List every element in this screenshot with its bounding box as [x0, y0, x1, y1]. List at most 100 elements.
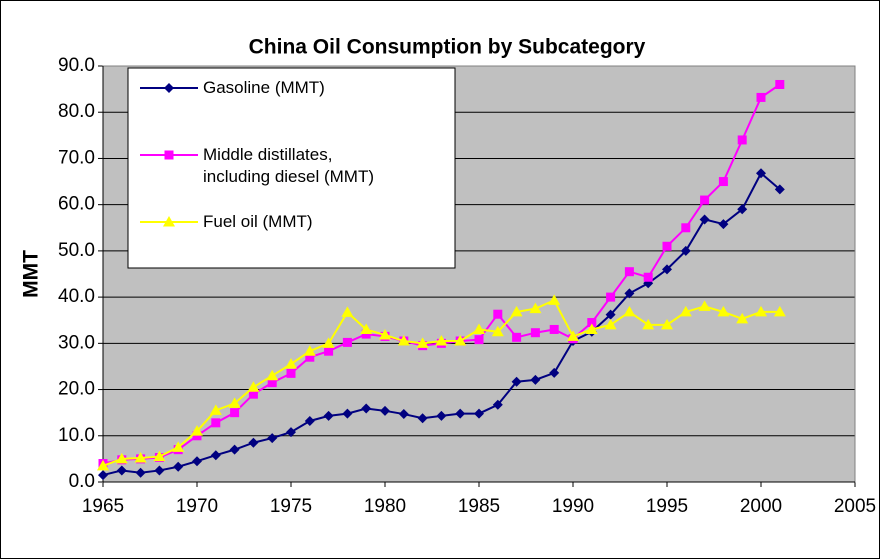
- marker: [173, 461, 184, 472]
- marker: [473, 323, 485, 334]
- marker: [134, 451, 147, 463]
- x-tick-label: 1965: [82, 496, 124, 517]
- marker: [153, 450, 166, 462]
- marker: [737, 135, 747, 145]
- marker: [661, 318, 673, 330]
- marker: [775, 79, 785, 89]
- marker: [492, 399, 503, 410]
- marker: [510, 305, 523, 317]
- marker: [192, 431, 202, 441]
- legend-label: Middle distillates, including diesel (MM…: [203, 145, 374, 186]
- marker: [474, 408, 484, 419]
- marker: [323, 410, 334, 421]
- y-tick-label: 40.0: [58, 286, 95, 307]
- chart-title: China Oil Consumption by Subcategory: [249, 36, 646, 59]
- marker: [164, 150, 174, 160]
- marker: [397, 335, 410, 346]
- marker: [229, 444, 240, 455]
- marker: [361, 403, 372, 414]
- marker: [266, 369, 279, 381]
- marker: [436, 410, 447, 421]
- marker: [285, 358, 297, 369]
- marker: [605, 309, 616, 320]
- marker: [247, 381, 260, 392]
- marker: [454, 335, 467, 346]
- y-tick-label: 0.0: [69, 471, 95, 492]
- marker: [530, 328, 540, 338]
- marker: [756, 168, 766, 179]
- marker: [163, 216, 175, 227]
- x-tick-label: 1990: [552, 496, 594, 517]
- marker: [679, 305, 692, 317]
- x-tick-label: 2005: [834, 496, 876, 517]
- legend-entry: Middle distillates, including diesel (MM…: [203, 145, 374, 186]
- marker: [511, 376, 522, 387]
- marker: [680, 245, 691, 256]
- marker: [530, 374, 541, 385]
- marker: [303, 345, 316, 356]
- y-tick-label: 70.0: [58, 147, 95, 168]
- marker: [455, 408, 466, 419]
- marker: [737, 204, 748, 215]
- marker: [324, 346, 334, 356]
- y-tick-label: 80.0: [58, 101, 95, 122]
- marker: [567, 330, 579, 341]
- marker: [228, 397, 241, 408]
- marker: [116, 465, 127, 476]
- y-axis-label: MMT: [20, 250, 43, 298]
- legend-entry: Fuel oil (MMT): [203, 212, 313, 231]
- marker: [380, 405, 390, 416]
- marker: [342, 337, 352, 347]
- marker: [191, 425, 203, 436]
- marker: [529, 302, 542, 314]
- marker: [164, 83, 174, 93]
- x-tick-label: 1970: [176, 496, 218, 517]
- marker: [230, 408, 240, 418]
- marker: [98, 470, 108, 481]
- marker: [698, 300, 711, 311]
- marker: [681, 223, 691, 233]
- marker: [248, 389, 258, 399]
- marker: [361, 329, 371, 339]
- legend-entry: Gasoline (MMT): [203, 78, 325, 97]
- marker: [662, 264, 672, 275]
- marker: [718, 219, 729, 230]
- marker: [211, 418, 221, 428]
- marker: [773, 305, 786, 317]
- marker: [718, 177, 728, 187]
- marker: [642, 318, 655, 330]
- y-tick-label: 10.0: [58, 425, 95, 446]
- marker: [398, 409, 409, 420]
- marker: [286, 427, 296, 438]
- marker: [474, 335, 484, 345]
- legend-label: Gasoline (MMT): [203, 78, 325, 97]
- marker: [700, 195, 710, 205]
- marker: [774, 184, 785, 195]
- y-tick-label: 90.0: [58, 55, 95, 76]
- y-tick-label: 20.0: [58, 379, 95, 400]
- marker: [267, 378, 277, 388]
- marker: [341, 306, 354, 317]
- marker: [135, 467, 146, 478]
- marker: [97, 459, 109, 471]
- marker: [416, 337, 429, 348]
- y-tick-label: 30.0: [58, 332, 95, 353]
- x-tick-label: 1995: [646, 496, 688, 517]
- marker: [305, 352, 315, 362]
- marker: [717, 305, 730, 317]
- marker: [549, 324, 559, 334]
- marker: [585, 323, 598, 334]
- marker: [154, 465, 165, 476]
- marker: [493, 309, 503, 319]
- marker: [342, 408, 353, 419]
- marker: [172, 441, 185, 452]
- marker: [417, 413, 428, 424]
- x-tick-label: 1975: [270, 496, 312, 517]
- marker: [756, 92, 766, 102]
- marker: [736, 312, 749, 324]
- marker: [304, 415, 315, 426]
- marker: [549, 367, 560, 378]
- marker: [210, 450, 221, 461]
- marker: [699, 214, 710, 225]
